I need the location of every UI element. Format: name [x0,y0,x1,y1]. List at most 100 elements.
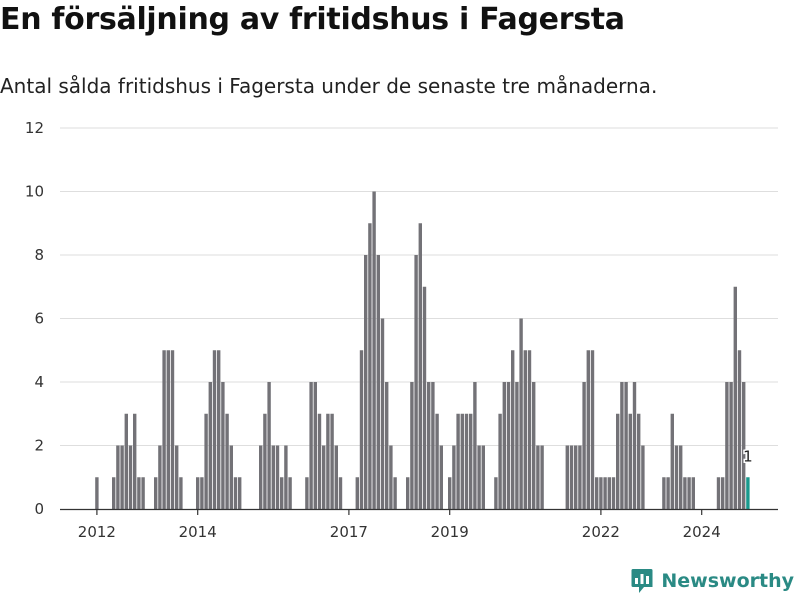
bar [616,413,620,509]
bar [464,413,469,509]
bar [641,445,645,509]
bar [607,477,611,509]
bar [271,445,275,509]
bar [359,350,364,509]
bar [393,477,397,509]
bar [687,477,691,509]
highlighted-bar [746,477,750,509]
bar [225,413,229,509]
data-labels: 1 [742,446,755,467]
bar [637,413,641,509]
bar [494,477,498,509]
bar [233,477,238,509]
x-tick-label: 2012 [78,523,116,541]
bar [473,382,477,509]
bar [439,445,443,509]
bar [221,382,225,509]
bar [511,350,515,509]
bar [674,445,679,509]
bar [733,286,737,509]
bar [406,477,410,509]
bar [418,223,422,509]
y-tick-label: 2 [34,437,44,455]
bar [112,477,116,509]
bars [95,191,750,509]
bar [737,350,742,509]
bar [729,382,733,509]
bar [322,445,326,509]
bar [628,413,632,509]
y-axis-ticks: 0 2 4 6 8 10 12 [25,119,44,518]
y-tick-label: 4 [34,373,44,391]
bar [338,477,343,509]
bar [355,477,359,509]
bar [515,382,519,509]
bar [154,477,158,509]
bar [204,413,208,509]
chart-subtitle: Antal sålda fritidshus i Fagersta under … [0,74,658,98]
bar [288,477,292,509]
bar [670,413,674,509]
bar [662,477,666,509]
bar [385,382,389,509]
bar [116,445,120,509]
bar [364,255,368,509]
bar [137,477,141,509]
bar [175,445,179,509]
bar [162,350,166,509]
x-tick-label: 2024 [683,523,721,541]
bar [120,445,124,509]
x-axis-ticks: 2012 2014 2017 2019 2022 2024 [60,508,778,541]
brand-name: Newsworthy [661,570,794,592]
bar [141,477,145,509]
bar [506,382,511,509]
bar [95,477,99,509]
bar [632,382,637,509]
bar [158,445,162,509]
bar [582,382,586,509]
y-tick-label: 10 [25,183,44,201]
bar [721,477,725,509]
bar [742,382,746,509]
bar [238,477,242,509]
y-tick-label: 6 [34,310,44,328]
bar [590,350,595,509]
bar [716,477,721,509]
bar [389,445,393,509]
bar [431,382,435,509]
data-label: 1 [743,447,753,465]
bar [376,255,380,509]
bar [334,445,338,509]
bar [133,413,137,509]
bar [565,445,569,509]
bar [422,286,427,509]
bar [170,350,175,509]
bar [368,223,372,509]
bar [452,445,456,509]
bar [620,382,624,509]
bar [284,445,288,509]
bar [603,477,607,509]
x-tick-label: 2017 [330,523,368,541]
bar [200,477,204,509]
bar [586,350,590,509]
bar [196,477,200,509]
bar [212,350,217,509]
bar [427,382,431,509]
bar [313,382,317,509]
y-tick-label: 12 [25,119,44,137]
newsworthy-logo-icon [631,569,653,593]
bar [595,477,599,509]
bar [502,382,506,509]
bar [532,382,536,509]
bar [691,477,695,509]
bar [179,477,183,509]
y-tick-label: 8 [34,246,44,264]
bar [414,255,418,509]
y-tick-label: 0 [34,500,44,518]
bar [527,350,532,509]
bar [124,413,128,509]
bar [481,445,485,509]
bar [275,445,280,509]
bar [569,445,574,509]
